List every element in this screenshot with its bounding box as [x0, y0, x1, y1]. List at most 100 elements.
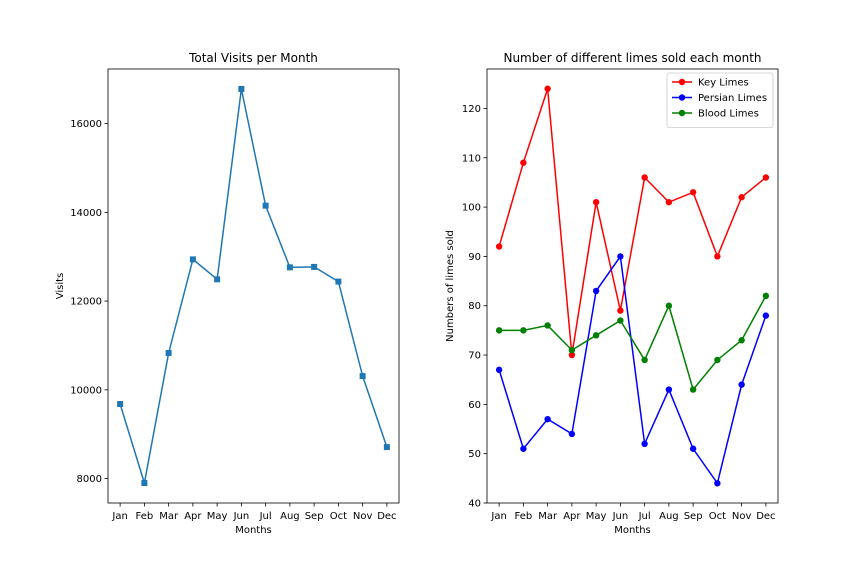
data-point-visits: [311, 263, 318, 270]
x-tick-label: Feb: [136, 511, 154, 522]
limes-chart: Number of different limes sold each mont…: [445, 51, 779, 536]
x-tick-label: Sep: [305, 511, 324, 522]
x-tick-label: Dec: [377, 511, 396, 522]
data-point-blood-limes: [592, 332, 600, 339]
x-tick-label: May: [207, 511, 228, 522]
data-point-visits: [189, 256, 196, 263]
plot-frame: [486, 68, 779, 504]
data-point-key-limes: [738, 194, 745, 201]
data-point-persian-limes: [689, 445, 697, 452]
x-axis-label: Months: [614, 525, 651, 536]
data-point-persian-limes: [495, 366, 503, 374]
x-tick-label: Aug: [280, 511, 300, 522]
data-point-blood-limes: [568, 346, 576, 354]
x-tick-label: Jan: [111, 511, 127, 522]
x-tick-label: Mar: [159, 511, 179, 522]
data-point-persian-limes: [544, 415, 551, 423]
x-tick-label: Jun: [233, 511, 250, 522]
legend-label-blood-limes: Blood Limes: [698, 109, 759, 120]
series-line-blood-limes: [499, 295, 767, 392]
x-tick-label: Apr: [184, 511, 202, 522]
x-tick-label: Nov: [353, 511, 373, 522]
x-tick-label: May: [586, 511, 607, 522]
x-tick-label: Oct: [330, 511, 347, 522]
y-tick-label: 80: [468, 301, 481, 312]
legend: Key Limes Persian Limes Blood Limes: [666, 72, 774, 128]
x-tick-label: Oct: [709, 511, 726, 522]
data-point-key-limes: [544, 85, 551, 92]
legend-label-persian-limes: Persian Limes: [698, 93, 767, 104]
y-tick-label: 100: [462, 203, 481, 214]
data-point-visits: [335, 278, 342, 285]
data-point-visits: [238, 85, 245, 92]
x-tick-label: Sep: [684, 511, 703, 522]
y-tick-label: 120: [462, 104, 481, 115]
x-tick-label: Feb: [515, 511, 533, 522]
data-point-blood-limes: [495, 327, 503, 334]
x-tick-label: Mar: [538, 511, 558, 522]
data-point-visits: [286, 264, 293, 271]
y-tick-label: 12000: [70, 297, 102, 308]
y-tick-label: 90: [468, 252, 481, 263]
data-point-key-limes: [592, 198, 600, 206]
data-point-blood-limes: [641, 356, 648, 364]
x-tick-label: Jul: [259, 511, 272, 522]
data-point-blood-limes: [665, 302, 673, 309]
chart-title: Total Visits per Month: [188, 51, 318, 65]
x-tick-label: Jan: [490, 511, 506, 522]
data-point-persian-limes: [641, 440, 648, 448]
y-tick-label: 10000: [70, 385, 102, 396]
chart-title: Number of different limes sold each mont…: [503, 51, 761, 65]
y-tick-label: 50: [468, 449, 481, 460]
data-point-persian-limes: [714, 480, 721, 487]
data-point-blood-limes: [617, 317, 624, 324]
x-tick-label: Jul: [638, 511, 651, 522]
x-tick-label: Jun: [612, 511, 629, 522]
y-tick-label: 40: [468, 499, 481, 510]
data-point-persian-limes: [617, 253, 624, 260]
data-point-key-limes: [762, 174, 770, 181]
data-point-key-limes: [568, 351, 576, 359]
axis-ticks: Jan Feb Mar Apr May Jun Jul Aug Sep Oct Nov Dec 40 50…: [462, 104, 776, 522]
data-point-persian-limes: [762, 312, 770, 319]
data-point-persian-limes: [520, 445, 527, 452]
data-point-visits: [117, 401, 124, 408]
data-point-blood-limes: [520, 327, 527, 334]
plot-marks: [117, 85, 390, 487]
data-point-persian-limes: [592, 287, 600, 295]
x-tick-label: Aug: [659, 511, 679, 522]
y-axis-label: Visits: [55, 273, 66, 300]
legend-marker-blood-limes: [678, 109, 686, 117]
data-point-persian-limes: [738, 381, 745, 388]
data-point-blood-limes: [714, 356, 721, 364]
data-point-blood-limes: [544, 322, 551, 329]
data-point-key-limes: [520, 159, 527, 166]
y-axis-label: Numbers of limes sold: [445, 230, 456, 342]
y-tick-label: 60: [468, 400, 481, 411]
y-tick-label: 110: [462, 153, 481, 164]
y-tick-label: 8000: [77, 474, 102, 485]
legend-box: [666, 72, 774, 128]
visits-chart: Total Visits per Month Months Visits Jan…: [55, 51, 400, 536]
data-point-visits: [214, 276, 221, 283]
legend-marker-key-limes: [678, 78, 686, 86]
legend-label-key-limes: Key Limes: [698, 78, 749, 89]
series-line-persian-limes: [498, 254, 767, 486]
data-point-key-limes: [617, 307, 624, 314]
data-point-blood-limes: [762, 292, 770, 300]
y-tick-label: 16000: [70, 119, 102, 130]
x-axis-label: Months: [235, 525, 272, 536]
data-point-key-limes: [641, 174, 648, 181]
data-point-persian-limes: [568, 430, 576, 438]
data-point-visits: [359, 373, 366, 380]
data-point-key-limes: [689, 189, 697, 196]
data-point-key-limes: [714, 253, 721, 260]
series-line-visits: [119, 88, 388, 484]
plot-frame: [107, 68, 400, 504]
y-tick-label: 14000: [70, 208, 102, 219]
x-tick-label: Nov: [732, 511, 752, 522]
axis-ticks: Jan Feb Mar Apr May Jun Jul Aug Sep Oct Nov Dec 8000…: [70, 119, 396, 522]
x-tick-label: Dec: [756, 511, 775, 522]
legend-marker-persian-limes: [678, 94, 686, 101]
